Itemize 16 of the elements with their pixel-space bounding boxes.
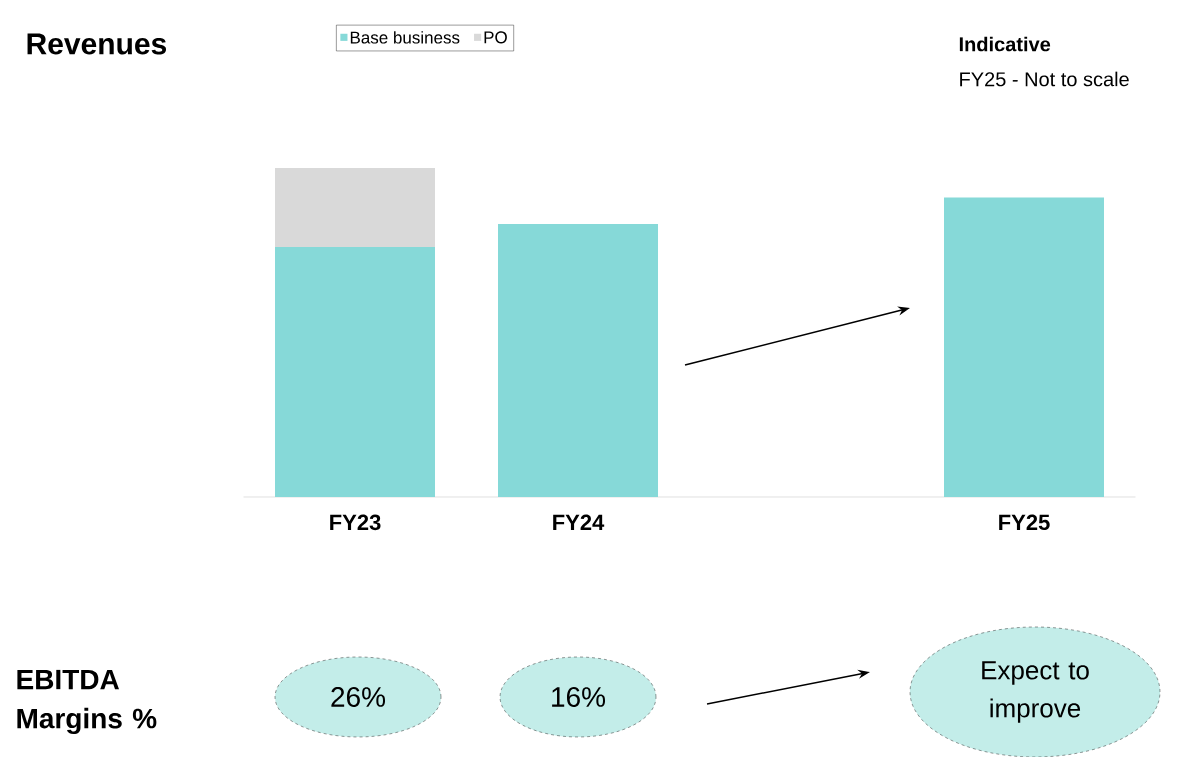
text: Expect to improve bbox=[982, 661, 1089, 723]
x-tick-label: FY25 bbox=[999, 514, 1050, 531]
text: EBITDA Margins % bbox=[17, 669, 157, 734]
bar bbox=[944, 197, 1104, 497]
bar bbox=[498, 223, 659, 497]
bar bbox=[275, 167, 436, 247]
x-tick-label: FY24 bbox=[553, 514, 605, 530]
legend-label: Base business bbox=[350, 31, 460, 44]
legend-label: PO bbox=[484, 31, 507, 44]
chart-title: Revenues bbox=[27, 33, 167, 55]
text: FY25 - Not to scale bbox=[960, 71, 1129, 87]
text: Indicative bbox=[959, 36, 1051, 52]
text: 16% bbox=[552, 686, 606, 707]
x-tick-label: FY23 bbox=[330, 514, 381, 531]
text: 26% bbox=[331, 686, 386, 707]
bar bbox=[275, 246, 436, 497]
